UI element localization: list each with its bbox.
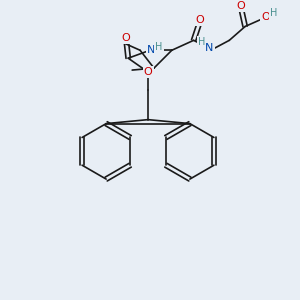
Text: O: O: [262, 12, 270, 22]
Text: O: O: [122, 33, 130, 43]
Text: H: H: [155, 42, 163, 52]
Text: H: H: [198, 37, 205, 47]
Text: O: O: [195, 14, 204, 25]
Text: N: N: [205, 43, 214, 53]
Text: H: H: [270, 8, 278, 18]
Text: O: O: [237, 1, 246, 11]
Text: O: O: [144, 67, 152, 77]
Text: N: N: [147, 45, 155, 55]
